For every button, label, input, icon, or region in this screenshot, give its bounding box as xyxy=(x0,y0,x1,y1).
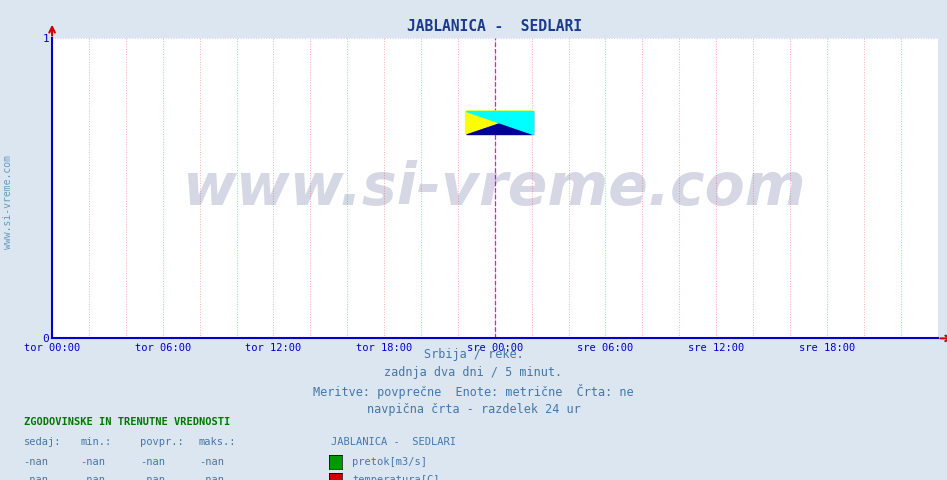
Text: www.si-vreme.com: www.si-vreme.com xyxy=(3,155,12,249)
Text: -nan: -nan xyxy=(199,457,223,467)
Text: -nan: -nan xyxy=(24,475,48,480)
Text: JABLANICA -  SEDLARI: JABLANICA - SEDLARI xyxy=(331,437,456,447)
Text: -nan: -nan xyxy=(140,457,165,467)
Text: pretok[m3/s]: pretok[m3/s] xyxy=(352,457,427,467)
Text: -nan: -nan xyxy=(199,475,223,480)
Text: Srbija / reke.: Srbija / reke. xyxy=(423,348,524,361)
Text: navpična črta - razdelek 24 ur: navpična črta - razdelek 24 ur xyxy=(366,403,581,416)
Text: -nan: -nan xyxy=(24,457,48,467)
Polygon shape xyxy=(466,111,533,134)
Text: povpr.:: povpr.: xyxy=(140,437,184,447)
Text: maks.:: maks.: xyxy=(199,437,237,447)
Text: sedaj:: sedaj: xyxy=(24,437,62,447)
Text: temperatura[C]: temperatura[C] xyxy=(352,475,439,480)
Text: min.:: min.: xyxy=(80,437,112,447)
Text: zadnja dva dni / 5 minut.: zadnja dva dni / 5 minut. xyxy=(384,366,563,379)
Text: -nan: -nan xyxy=(140,475,165,480)
Text: Meritve: povprečne  Enote: metrične  Črta: ne: Meritve: povprečne Enote: metrične Črta:… xyxy=(313,384,634,399)
Polygon shape xyxy=(466,111,533,134)
Text: www.si-vreme.com: www.si-vreme.com xyxy=(183,160,807,217)
Text: -nan: -nan xyxy=(80,457,105,467)
Polygon shape xyxy=(466,111,533,134)
Text: -nan: -nan xyxy=(80,475,105,480)
Title: JABLANICA -  SEDLARI: JABLANICA - SEDLARI xyxy=(407,20,582,35)
Text: ZGODOVINSKE IN TRENUTNE VREDNOSTI: ZGODOVINSKE IN TRENUTNE VREDNOSTI xyxy=(24,417,230,427)
